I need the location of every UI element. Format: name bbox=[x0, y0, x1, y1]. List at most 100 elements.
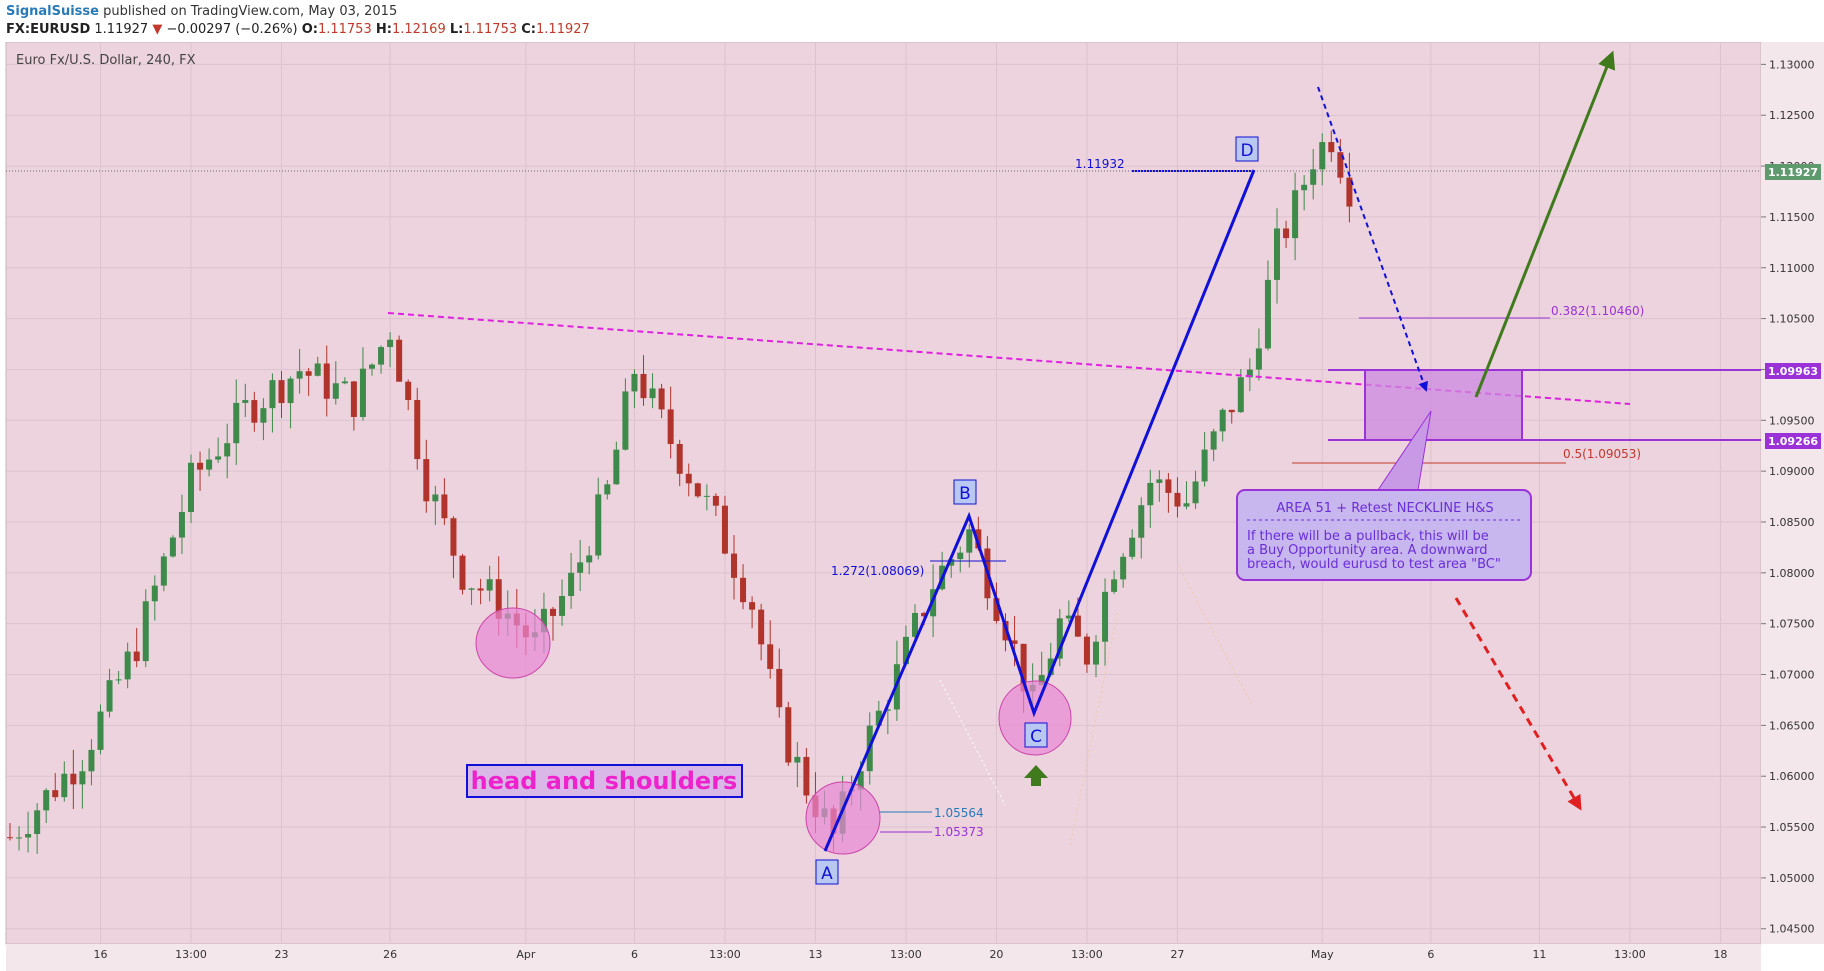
head-circle bbox=[805, 781, 881, 855]
candle-body bbox=[414, 399, 421, 460]
candle-body bbox=[332, 383, 339, 399]
candle-body bbox=[758, 609, 765, 645]
x-tick-label: 13:00 bbox=[175, 948, 207, 961]
candle-body bbox=[1228, 409, 1235, 413]
a-level-label-1: 1.05564 bbox=[934, 806, 984, 820]
candle-body bbox=[233, 402, 240, 444]
candle-body bbox=[88, 749, 95, 772]
y-tick-label: 1.06000 bbox=[1769, 770, 1815, 783]
x-tick-label: 13:00 bbox=[709, 948, 741, 961]
candle-body bbox=[1337, 152, 1344, 178]
candle-body bbox=[25, 834, 32, 838]
candle-body bbox=[721, 505, 728, 554]
y-tick-label: 1.11000 bbox=[1769, 262, 1815, 275]
candle-body bbox=[359, 368, 366, 417]
y-tick-label: 1.09000 bbox=[1769, 465, 1815, 478]
y-tick-label: 1.07000 bbox=[1769, 669, 1815, 682]
candle-body bbox=[79, 771, 86, 785]
symbol-label: FX:EURUSD bbox=[6, 22, 91, 37]
candle-body bbox=[803, 756, 810, 796]
candle-body bbox=[1156, 479, 1163, 483]
down-triangle-icon: ▼ bbox=[152, 22, 163, 37]
bearish-arrow bbox=[1454, 597, 1582, 811]
x-tick-label: 11 bbox=[1532, 948, 1546, 961]
zone-bottom-tag-text: 1.09266 bbox=[1768, 435, 1818, 448]
candle-body bbox=[278, 380, 285, 404]
point-d-label: D bbox=[1240, 141, 1253, 161]
fib-05-label: 0.5(1.09053) bbox=[1563, 447, 1641, 461]
candle-body bbox=[197, 462, 204, 470]
candle-body bbox=[1020, 643, 1027, 692]
candle-body bbox=[604, 484, 611, 495]
y-tick-label: 1.04500 bbox=[1769, 923, 1815, 936]
candle-body bbox=[486, 579, 493, 591]
price-axis bbox=[1761, 42, 1824, 944]
candle-body bbox=[1264, 279, 1271, 349]
candle-body bbox=[1129, 537, 1136, 557]
price-change: −0.00297 (−0.26%) bbox=[166, 22, 298, 37]
candle-body bbox=[1111, 579, 1118, 592]
x-tick-label: 20 bbox=[989, 948, 1003, 961]
candle-body bbox=[1065, 615, 1072, 619]
point-a-label: A bbox=[821, 864, 833, 884]
x-tick-label: 27 bbox=[1170, 948, 1184, 961]
candle-body bbox=[676, 444, 683, 474]
candle-body bbox=[387, 339, 394, 348]
candle-body bbox=[341, 381, 348, 384]
buy-zone bbox=[1364, 369, 1523, 441]
last-price-tag-text: 1.11927 bbox=[1768, 166, 1818, 179]
candle-body bbox=[1093, 641, 1099, 665]
x-tick-label: 23 bbox=[275, 948, 289, 961]
candle-body bbox=[269, 380, 276, 409]
candle-body bbox=[133, 651, 140, 662]
x-tick-label: 13:00 bbox=[1071, 948, 1103, 961]
zone-top-tag bbox=[1765, 363, 1821, 379]
candle-body bbox=[1292, 190, 1299, 239]
projection-line-3 bbox=[1177, 564, 1253, 706]
projection-line-1 bbox=[939, 679, 1006, 806]
point-d-box bbox=[1235, 136, 1259, 162]
candle-body bbox=[206, 459, 213, 470]
candle-body bbox=[61, 773, 68, 798]
candle-body bbox=[875, 710, 882, 726]
candle-body bbox=[287, 378, 294, 404]
candle-body bbox=[178, 511, 185, 538]
candle-body bbox=[251, 400, 258, 423]
candle-body bbox=[857, 771, 864, 790]
candle-body bbox=[622, 391, 629, 450]
high-label: H: bbox=[375, 22, 392, 37]
candle-body bbox=[1346, 177, 1353, 207]
author-link[interactable]: SignalSuisse bbox=[6, 4, 99, 19]
candle-body bbox=[124, 651, 131, 680]
candle-body bbox=[188, 462, 194, 512]
note-line-2: a Buy Opportunity area. A downward bbox=[1247, 543, 1488, 558]
price-chart[interactable]: 1.130001.125001.120001.115001.110001.105… bbox=[0, 42, 1824, 971]
candle-body bbox=[1210, 431, 1217, 450]
candle-body bbox=[1147, 482, 1154, 506]
bullish-arrow bbox=[1474, 50, 1616, 398]
zone-bottom-tag bbox=[1765, 433, 1821, 449]
candle-body bbox=[405, 381, 412, 400]
high-value: 1.12169 bbox=[391, 22, 446, 37]
x-tick-label: 6 bbox=[631, 948, 638, 961]
point-b-label: B bbox=[959, 484, 971, 504]
candle-body bbox=[1246, 369, 1253, 378]
candle-body bbox=[785, 707, 792, 763]
pattern-label-box bbox=[466, 764, 743, 798]
candle-body bbox=[568, 572, 575, 597]
close-label: C: bbox=[521, 22, 537, 37]
y-tick-label: 1.06500 bbox=[1769, 719, 1815, 732]
publisher-line: SignalSuisse published on TradingView.co… bbox=[6, 4, 397, 19]
last-price: 1.11927 bbox=[94, 22, 149, 37]
up-arrow-icon bbox=[1024, 765, 1048, 786]
chart-title: Euro Fx/U.S. Dollar, 240, FX bbox=[16, 53, 196, 68]
x-axis-ticks: 16 13:00 23 26 Apr 6 13:00 13 13:00 20 13:00 27 May 6… bbox=[94, 948, 1728, 961]
x-tick-label: 26 bbox=[383, 948, 397, 961]
candle-body bbox=[1174, 492, 1181, 507]
candle-body bbox=[1255, 348, 1262, 370]
candle-body bbox=[432, 494, 439, 502]
candle-body bbox=[142, 601, 149, 662]
candle-body bbox=[260, 408, 267, 423]
note-box bbox=[1236, 489, 1532, 581]
candle-body bbox=[1120, 556, 1127, 580]
